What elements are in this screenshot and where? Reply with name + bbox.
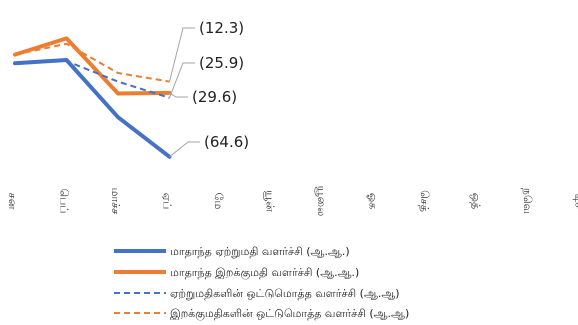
x-tick-label: ஓக xyxy=(367,193,380,209)
x-tick-label: மே xyxy=(212,193,225,210)
x-tick-label: ஏப் xyxy=(161,193,174,210)
data-labels: (12.3) (25.9) (29.6) (64.6) xyxy=(192,19,249,151)
x-tick-label: யூன் xyxy=(264,190,277,212)
label-leader-1 xyxy=(169,27,195,82)
x-tick-label: டிச xyxy=(573,194,578,209)
x-tick-label: நவெ xyxy=(521,188,534,214)
label-leader-3 xyxy=(169,92,188,98)
series-lines xyxy=(13,36,172,159)
data-label-1: (12.3) xyxy=(199,19,244,37)
x-tick-label: யூலை xyxy=(315,186,328,216)
legend-label-1: மாதாந்த ஏற்றுமதி வளர்ச்சி (ஆ.ஆ.) xyxy=(170,245,350,258)
x-axis-ticks: சன பெப் மாச்ச ஏப் மே யூன் யூலை ஓக செத் ஒத் நவெ டிச xyxy=(6,186,578,216)
series-line-3 xyxy=(14,60,170,99)
x-tick-label: சன xyxy=(6,193,19,210)
series-line-4 xyxy=(14,42,170,83)
legend-label-2: மாதாந்த இறக்குமதி வளர்ச்சி (ஆ.ஆ.) xyxy=(170,266,359,281)
x-tick-label: ஒத் xyxy=(470,193,483,209)
label-leader-4 xyxy=(169,141,200,158)
x-tick-label: மாச்ச xyxy=(109,188,122,215)
series-line-1 xyxy=(13,58,172,159)
legend: மாதாந்த ஏற்றுமதி வளர்ச்சி (ஆ.ஆ.) மாதாந்த … xyxy=(114,245,409,322)
legend-label-3: ஏற்றுமதிகளின் ஒட்டுமொத்த வளர்ச்சி (ஆ.ஆ) xyxy=(170,287,400,300)
data-label-2: (25.9) xyxy=(199,54,244,72)
label-leaders xyxy=(169,27,200,158)
label-leader-2 xyxy=(169,62,195,98)
x-tick-label: செத் xyxy=(418,190,431,212)
series-line-2 xyxy=(13,36,172,96)
data-label-4: (64.6) xyxy=(204,133,249,151)
data-label-3: (29.6) xyxy=(192,88,237,106)
legend-label-4: இறக்குமதிகளின் ஒட்டுமொத்த வளர்ச்சி (ஆ.ஆ) xyxy=(170,307,409,322)
x-tick-label: பெப் xyxy=(58,189,71,214)
